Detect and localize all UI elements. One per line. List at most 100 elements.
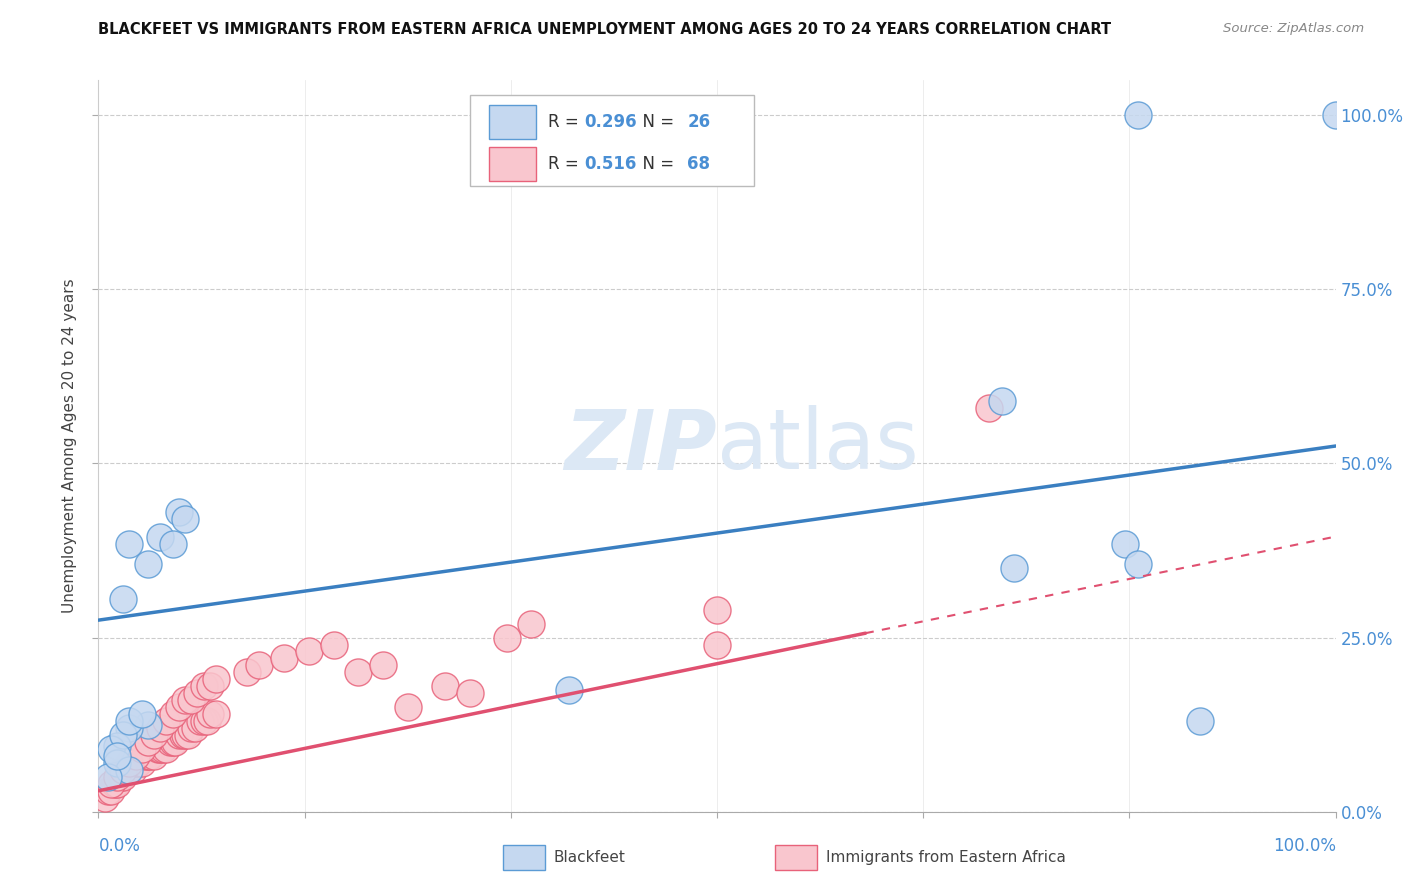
Point bbox=[162, 536, 184, 550]
Point bbox=[557, 682, 579, 697]
Text: 68: 68 bbox=[688, 155, 710, 173]
Text: 0.296: 0.296 bbox=[585, 113, 637, 131]
Point bbox=[143, 728, 166, 742]
Point bbox=[131, 756, 153, 770]
Text: R =: R = bbox=[547, 113, 583, 131]
Point bbox=[198, 707, 221, 722]
Point bbox=[97, 770, 120, 784]
Point bbox=[114, 763, 136, 777]
FancyBboxPatch shape bbox=[775, 846, 817, 871]
Point bbox=[105, 756, 128, 770]
Point bbox=[396, 700, 419, 714]
Point bbox=[118, 763, 141, 777]
Point bbox=[706, 638, 728, 652]
Point bbox=[124, 749, 146, 764]
Point bbox=[180, 721, 202, 735]
Point bbox=[131, 742, 153, 756]
Point bbox=[112, 592, 135, 607]
Point bbox=[167, 505, 190, 519]
FancyBboxPatch shape bbox=[470, 95, 754, 186]
Point bbox=[990, 393, 1012, 408]
Point bbox=[159, 735, 181, 749]
Point bbox=[176, 728, 198, 742]
Text: ZIP: ZIP bbox=[564, 406, 717, 486]
Point bbox=[167, 700, 190, 714]
Point bbox=[706, 603, 728, 617]
Point bbox=[1126, 108, 1149, 122]
Point bbox=[193, 679, 215, 693]
Point bbox=[979, 401, 1001, 415]
Text: 0.516: 0.516 bbox=[585, 155, 637, 173]
Point bbox=[520, 616, 543, 631]
Point bbox=[127, 756, 149, 770]
Point bbox=[124, 756, 146, 770]
Point bbox=[371, 658, 394, 673]
Text: 0.0%: 0.0% bbox=[98, 838, 141, 855]
Point bbox=[105, 777, 128, 791]
Point bbox=[458, 686, 481, 700]
Point bbox=[118, 756, 141, 770]
Point bbox=[112, 770, 135, 784]
Text: Source: ZipAtlas.com: Source: ZipAtlas.com bbox=[1223, 22, 1364, 36]
Point bbox=[162, 735, 184, 749]
Point bbox=[188, 714, 211, 728]
Point bbox=[347, 665, 370, 680]
Point bbox=[118, 763, 141, 777]
Point bbox=[174, 512, 197, 526]
Point bbox=[205, 673, 228, 687]
Text: 26: 26 bbox=[688, 113, 710, 131]
Point bbox=[131, 707, 153, 722]
Text: N =: N = bbox=[631, 113, 679, 131]
Point bbox=[186, 686, 208, 700]
Point bbox=[149, 530, 172, 544]
Text: atlas: atlas bbox=[717, 406, 918, 486]
Point bbox=[122, 763, 145, 777]
Point bbox=[112, 763, 135, 777]
Point bbox=[105, 749, 128, 764]
Point bbox=[118, 536, 141, 550]
Point bbox=[143, 749, 166, 764]
Point bbox=[149, 721, 172, 735]
Point bbox=[136, 749, 159, 764]
Point bbox=[136, 717, 159, 731]
Text: 100.0%: 100.0% bbox=[1272, 838, 1336, 855]
Point bbox=[298, 644, 321, 658]
Point bbox=[118, 714, 141, 728]
Point bbox=[136, 735, 159, 749]
Point bbox=[155, 714, 177, 728]
Point bbox=[100, 742, 122, 756]
Text: Immigrants from Eastern Africa: Immigrants from Eastern Africa bbox=[825, 850, 1066, 865]
Point bbox=[1114, 536, 1136, 550]
Point bbox=[273, 651, 295, 665]
Point bbox=[146, 742, 169, 756]
Point bbox=[139, 749, 162, 764]
Point bbox=[174, 728, 197, 742]
Point bbox=[198, 679, 221, 693]
Point bbox=[180, 693, 202, 707]
Point bbox=[103, 777, 125, 791]
Point bbox=[162, 707, 184, 722]
Point bbox=[247, 658, 270, 673]
Point bbox=[149, 742, 172, 756]
FancyBboxPatch shape bbox=[489, 147, 537, 181]
Point bbox=[105, 770, 128, 784]
Point bbox=[495, 631, 517, 645]
Point bbox=[205, 707, 228, 722]
Text: R =: R = bbox=[547, 155, 583, 173]
Point bbox=[174, 693, 197, 707]
Point bbox=[118, 721, 141, 735]
Point bbox=[172, 728, 194, 742]
Point bbox=[433, 679, 456, 693]
Point bbox=[167, 728, 190, 742]
Text: BLACKFEET VS IMMIGRANTS FROM EASTERN AFRICA UNEMPLOYMENT AMONG AGES 20 TO 24 YEA: BLACKFEET VS IMMIGRANTS FROM EASTERN AFR… bbox=[98, 22, 1112, 37]
Text: N =: N = bbox=[631, 155, 679, 173]
Point bbox=[93, 790, 115, 805]
FancyBboxPatch shape bbox=[489, 105, 537, 139]
Point bbox=[322, 638, 344, 652]
Point bbox=[110, 770, 132, 784]
Point bbox=[134, 749, 156, 764]
Point bbox=[1002, 561, 1025, 575]
Point bbox=[105, 739, 128, 753]
FancyBboxPatch shape bbox=[503, 846, 546, 871]
Point bbox=[152, 742, 174, 756]
